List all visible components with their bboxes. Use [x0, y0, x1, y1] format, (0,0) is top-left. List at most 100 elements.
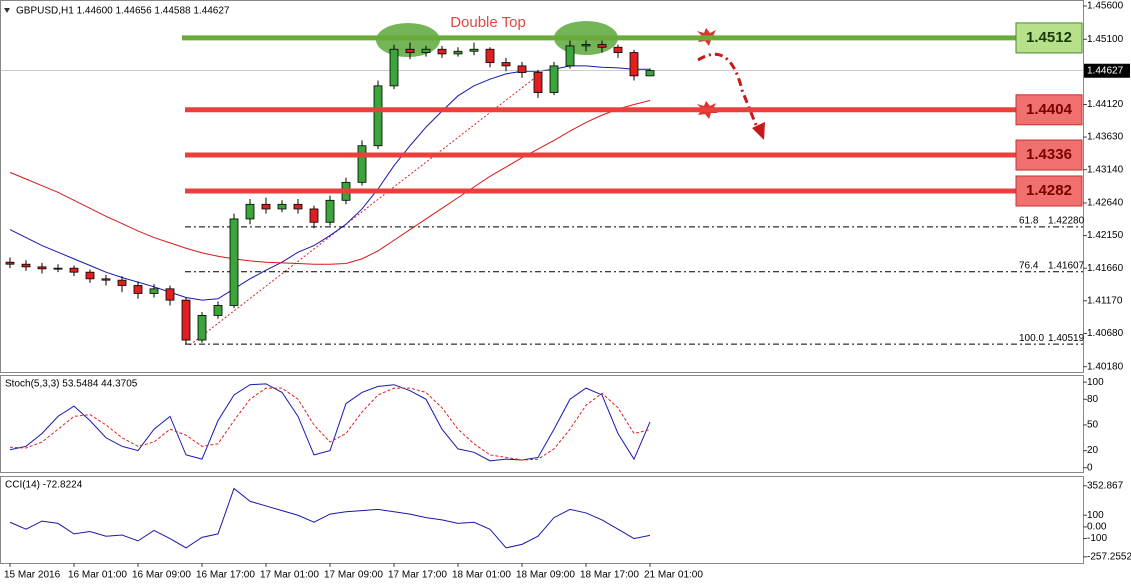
- candle-body: [261, 203, 271, 210]
- candle-body: [117, 279, 127, 286]
- x-tick-label: 17 Mar 09:00: [324, 570, 383, 581]
- candle-body: [629, 52, 639, 77]
- y-tick-label: 50: [1087, 420, 1099, 431]
- candle-body: [565, 45, 575, 67]
- indicator-line: [9, 487, 651, 549]
- y-tick-label: 1.42640: [1087, 198, 1124, 209]
- level-box: [1015, 22, 1083, 54]
- candle-body: [213, 305, 223, 316]
- y-tick-label: 100: [1087, 377, 1104, 388]
- forecast-arrow: [697, 52, 760, 131]
- fib-ratio: 76.4: [1019, 260, 1039, 271]
- candle-body: [597, 44, 607, 48]
- candle-body: [517, 65, 527, 73]
- menu-icon: [4, 8, 10, 13]
- x-tick-label: 18 Mar 01:00: [452, 570, 511, 581]
- candle-body: [437, 48, 447, 55]
- candle-body: [501, 62, 511, 67]
- y-tick-label: 0.00: [1087, 522, 1107, 533]
- candle-body: [293, 203, 303, 210]
- fib-price: 1.40519: [1048, 333, 1085, 344]
- candle-body: [37, 266, 47, 270]
- candle-body: [645, 70, 655, 77]
- candle-body: [357, 145, 367, 183]
- candle-body: [581, 44, 591, 47]
- x-tick-label: 17 Mar 17:00: [388, 570, 447, 581]
- y-tick-label: 1.40180: [1087, 361, 1124, 372]
- y-tick-label: -257.2552: [1087, 551, 1131, 562]
- main-pane: [0, 0, 1084, 373]
- x-tick-label: 18 Mar 17:00: [580, 570, 639, 581]
- candle-body: [405, 48, 415, 53]
- candle-body: [101, 278, 111, 281]
- y-tick-label: 20: [1087, 445, 1099, 456]
- y-tick-label: 1.44120: [1087, 99, 1124, 110]
- candle-body: [325, 199, 335, 223]
- x-tick-label: 21 Mar 01:00: [644, 570, 703, 581]
- x-tick-label: 16 Mar 09:00: [132, 570, 191, 581]
- y-tick-label: 1.45100: [1087, 34, 1124, 45]
- candle-body: [5, 261, 15, 265]
- y-tick-label: 80: [1087, 394, 1099, 405]
- candle-body: [421, 48, 431, 53]
- candle-body: [53, 267, 63, 270]
- candle-body: [133, 285, 143, 294]
- y-tick-label: 1.41660: [1087, 263, 1124, 274]
- candle-body: [533, 72, 543, 93]
- candle-body: [165, 288, 175, 301]
- indicator-line: [9, 387, 651, 461]
- moving-average: [9, 100, 651, 265]
- y-tick-label: 100: [1087, 510, 1104, 521]
- candle-body: [277, 203, 287, 210]
- level-label: 1.4282: [1026, 182, 1072, 199]
- fib-ratio: 61.8: [1019, 216, 1039, 227]
- pane-title: CCI(14) -72.8224: [5, 480, 83, 491]
- y-tick-label: 1.41170: [1087, 295, 1123, 306]
- candle-body: [197, 315, 207, 341]
- candle-body: [229, 218, 239, 306]
- level-label: 1.4336: [1026, 146, 1072, 163]
- candle-body: [149, 288, 159, 294]
- arrow-head: [752, 122, 765, 140]
- chart-title: GBPUSD,H1 1.44600 1.44656 1.44588 1.4462…: [16, 6, 230, 17]
- candle-body: [389, 48, 399, 87]
- candle-body: [469, 48, 479, 52]
- y-tick-label: 1.45600: [1087, 1, 1124, 12]
- candle-body: [245, 203, 255, 220]
- y-tick-label: 1.43140: [1087, 164, 1124, 175]
- x-tick-label: 18 Mar 09:00: [516, 570, 575, 581]
- y-tick-label: 1.40680: [1087, 328, 1124, 339]
- candle-body: [69, 267, 79, 273]
- y-tick-label: 0: [1087, 462, 1093, 473]
- candle-body: [373, 85, 383, 147]
- x-tick-label: 15 Mar 2016: [4, 570, 61, 581]
- candle-body: [549, 65, 559, 93]
- x-tick-label: 16 Mar 17:00: [196, 570, 255, 581]
- last-price-box: [1084, 63, 1130, 78]
- y-tick-label: -100: [1087, 533, 1107, 544]
- candle-body: [85, 271, 95, 280]
- cci-pane: [0, 476, 1084, 564]
- level-label: 1.4512: [1026, 29, 1072, 46]
- stoch-pane: [0, 375, 1084, 473]
- last-price-label: 1.44627: [1087, 65, 1124, 76]
- indicator-line: [9, 383, 651, 462]
- level-box: [1015, 175, 1083, 207]
- level-label: 1.4404: [1026, 101, 1073, 118]
- trend-line: [189, 69, 546, 346]
- candle-body: [613, 46, 623, 53]
- fib-price: 1.41607: [1048, 260, 1085, 271]
- candle-body: [21, 263, 31, 268]
- pane-title: Stoch(5,3,3) 53.5484 44.3705: [5, 379, 138, 390]
- level-box: [1015, 139, 1083, 171]
- candle-body: [453, 50, 463, 55]
- fib-price: 1.42280: [1048, 216, 1085, 227]
- y-tick-label: 352.867: [1087, 480, 1124, 491]
- candle-body: [181, 299, 191, 341]
- y-tick-label: 1.42150: [1087, 230, 1124, 241]
- candle-body: [309, 208, 319, 223]
- x-tick-label: 17 Mar 01:00: [260, 570, 319, 581]
- x-tick-label: 16 Mar 01:00: [68, 570, 127, 581]
- fib-ratio: 100.0: [1019, 333, 1044, 344]
